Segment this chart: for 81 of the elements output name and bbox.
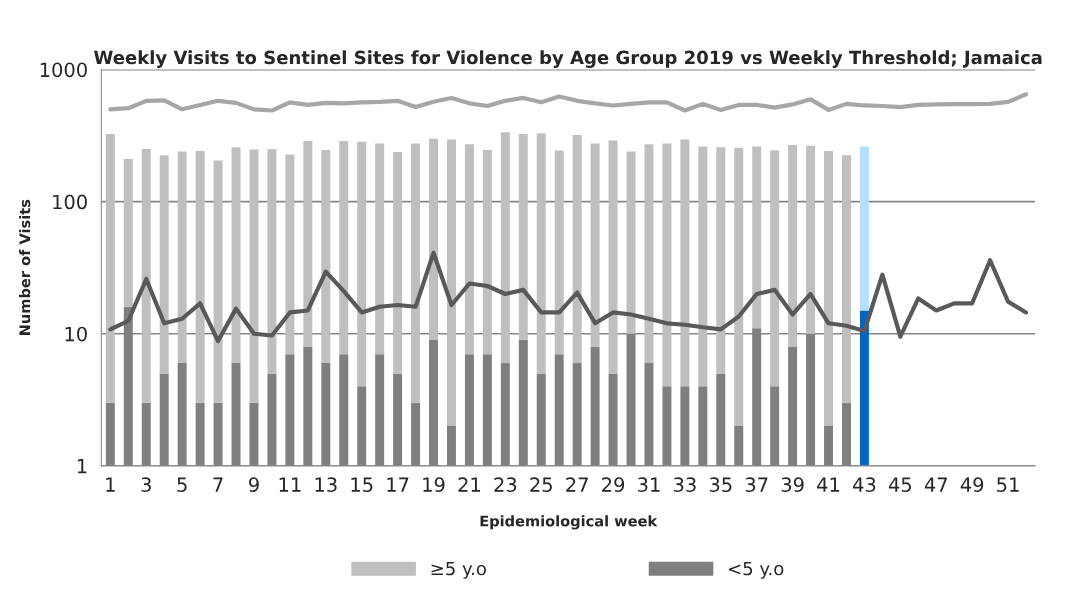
bar: [680, 139, 690, 387]
bar: [841, 155, 851, 403]
bar: [249, 149, 259, 403]
x-tick-label: 21: [458, 477, 480, 492]
x-tick-label: 19: [423, 477, 445, 493]
x-tick-label: 9: [249, 477, 259, 493]
y-axis-title: Number of Visits: [19, 199, 31, 335]
x-tick-label: 31: [638, 477, 660, 493]
x-tick-label: 15: [351, 477, 373, 493]
x-tick-label: 17: [387, 477, 409, 492]
bar: [824, 150, 833, 427]
bar: [429, 138, 439, 340]
x-tick-label: 45: [888, 477, 912, 493]
x-tick-label: 7: [213, 477, 223, 492]
x-tick-label: 39: [781, 477, 804, 493]
bar: [357, 141, 367, 387]
line-series: [108, 92, 1029, 113]
bar: [411, 143, 421, 403]
x-tick-label: 23: [494, 477, 517, 493]
bar: [231, 147, 241, 364]
x-tick-label: 43: [853, 477, 876, 493]
bar: [123, 159, 133, 307]
bar: [518, 134, 528, 340]
y-tick-label: 100: [53, 194, 87, 210]
bar: [321, 150, 331, 364]
y-tick-label: 10: [65, 326, 87, 342]
x-tick-label: 25: [530, 477, 552, 493]
x-tick-label: 47: [924, 477, 947, 492]
x-tick-label: 33: [673, 477, 696, 493]
bar: [554, 150, 564, 355]
x-tick-label: 13: [315, 477, 337, 493]
x-tick-label: 3: [141, 477, 151, 493]
bar: [752, 146, 762, 329]
bar: [285, 154, 295, 355]
bar: [572, 134, 582, 364]
bar: [770, 150, 780, 387]
x-tick-label: 37: [745, 477, 768, 493]
bar: [806, 145, 816, 334]
bar: [159, 155, 169, 374]
x-tick-label: 27: [566, 477, 588, 492]
bar: [590, 143, 600, 347]
bar: [375, 143, 385, 355]
bar: [446, 139, 456, 427]
bar: [303, 140, 313, 347]
bar: [536, 133, 546, 374]
x-tick-label: 29: [602, 477, 625, 493]
bar: [105, 134, 115, 403]
bar: [482, 150, 492, 355]
bar: [267, 149, 277, 374]
bar: [141, 149, 151, 403]
x-tick-label: 5: [177, 477, 187, 493]
bar: [213, 160, 223, 403]
bar: [339, 140, 349, 355]
bar: [734, 147, 744, 427]
bar: [662, 143, 672, 387]
x-tick-label: 49: [960, 477, 984, 493]
bar: [859, 310, 869, 466]
bar: [698, 146, 708, 387]
bar: [859, 146, 869, 311]
bar: [177, 151, 187, 364]
y-tick-label: 1: [77, 459, 87, 474]
x-tick-label: 41: [817, 477, 840, 492]
bar: [195, 150, 205, 403]
bar: [788, 145, 798, 347]
y-tick-label: 1000: [40, 62, 87, 78]
bar: [716, 147, 726, 374]
legend-label: <5 y.o: [728, 561, 784, 579]
bar: [500, 132, 510, 364]
legend-label: ≥5 y.o: [431, 561, 486, 579]
bar: [464, 144, 474, 355]
bar: [644, 144, 654, 364]
x-tick-label: 51: [997, 477, 1019, 493]
x-tick-label: 1: [106, 477, 115, 492]
line-series: [108, 250, 1029, 344]
x-tick-label: 11: [279, 477, 301, 492]
bar: [608, 140, 618, 374]
bar: [626, 151, 636, 334]
bar: [393, 151, 403, 374]
x-tick-label: 35: [709, 477, 732, 493]
chart-title: Weekly Visits to Sentinel Sites for Violence by Age Group 2019 vs Weekly Threshold; Jamaica: [93, 50, 1042, 68]
x-axis-title: Epidemiological week: [480, 515, 658, 530]
